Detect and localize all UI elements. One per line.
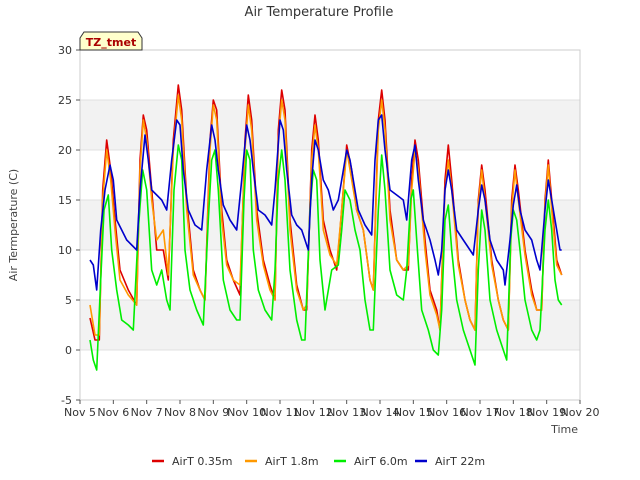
series-line-airt-6-0m: [89, 144, 563, 371]
y-tick-label: 20: [58, 144, 72, 157]
plot-frame: [79, 49, 581, 401]
x-tick-label: Nov 18: [494, 406, 533, 419]
y-tick-label: 0: [65, 344, 72, 357]
legend-label: AirT 0.35m: [172, 455, 233, 468]
background-band: [80, 300, 580, 350]
y-tick-label: 5: [65, 294, 72, 307]
background-band: [80, 200, 580, 250]
legend-label: AirT 1.8m: [265, 455, 319, 468]
x-tick-label: Nov 14: [361, 406, 400, 419]
x-tick-label: Nov 7: [131, 406, 163, 419]
y-tick-label: 10: [58, 244, 72, 257]
background-band: [80, 50, 580, 100]
x-tick-label: Nov 11: [261, 406, 300, 419]
x-tick-label: Nov 13: [327, 406, 366, 419]
x-tick-label: Nov 12: [294, 406, 333, 419]
background-band: [80, 150, 580, 200]
site-label-shape: [79, 31, 143, 51]
y-tick-label: 25: [58, 94, 72, 107]
legend-label: AirT 6.0m: [354, 455, 408, 468]
y-tick-label: 15: [58, 194, 72, 207]
x-axis-label: Time: [550, 423, 578, 436]
series-layer: [89, 84, 563, 371]
legend: AirT 0.35m AirT 1.8m AirT 6.0m AirT 22m: [152, 455, 485, 468]
chart-title: Air Temperature Profile: [245, 5, 394, 20]
x-tick-label: Nov 10: [227, 406, 266, 419]
x-tick-label: Nov 17: [461, 406, 500, 419]
x-tick-label: Nov 15: [394, 406, 433, 419]
y-tick-label: -5: [61, 394, 72, 407]
x-tick-label: Nov 16: [427, 406, 466, 419]
series-line-airt-22m: [89, 114, 562, 291]
x-tick-label: Nov 6: [97, 406, 129, 419]
x-tick-label: Nov 9: [197, 406, 229, 419]
y-tick-label: 30: [58, 44, 72, 57]
y-axis-label: Air Termperature (C): [7, 169, 20, 281]
x-tick-label: Nov 8: [164, 406, 196, 419]
site-label-text: TZ_tmet: [86, 36, 136, 49]
x-tick-label: Nov 5: [64, 406, 96, 419]
site-label-box: TZ_tmet: [79, 31, 143, 51]
background-band: [80, 100, 580, 150]
background-band: [80, 250, 580, 300]
background-band: [80, 350, 580, 400]
y-axis-ticks: -5 0 5 10 15 20 25 30: [58, 44, 80, 407]
x-tick-label: Nov 20: [561, 406, 600, 419]
x-tick-label: Nov 19: [527, 406, 566, 419]
legend-label: AirT 22m: [435, 455, 485, 468]
